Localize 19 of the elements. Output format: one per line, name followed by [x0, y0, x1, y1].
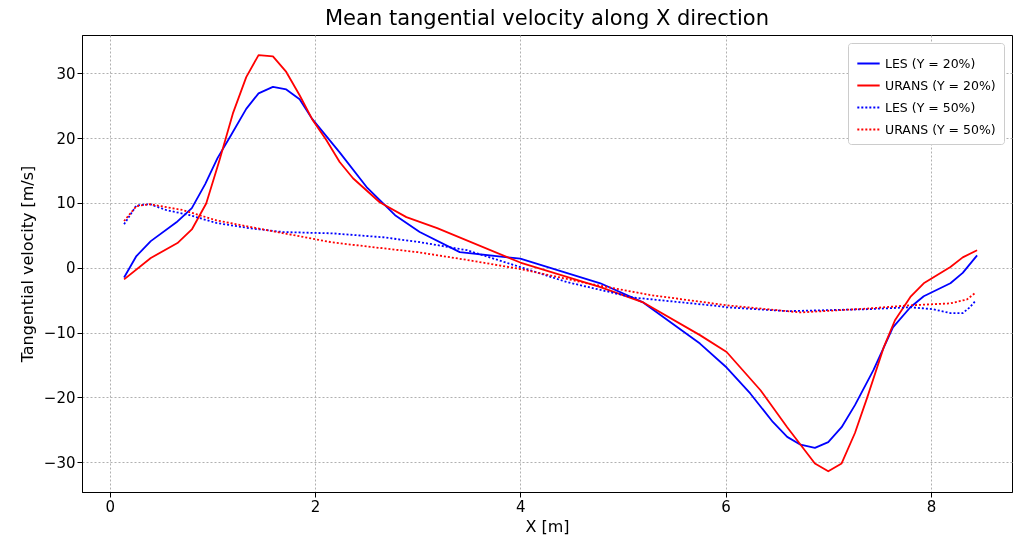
chart-title: Mean tangential velocity along X direction — [324, 6, 770, 30]
y-tick-label: 20 — [56, 129, 76, 148]
y-tick-label: 30 — [56, 64, 76, 83]
x-tick-label: 4 — [516, 497, 526, 516]
x-tick-label: 2 — [310, 497, 321, 516]
y-tick-label: 0 — [65, 259, 76, 278]
x-tick-label: 0 — [105, 497, 115, 516]
legend-label: LES (Y = 50%) — [885, 99, 976, 115]
legend-label: LES (Y = 20%) — [885, 55, 976, 71]
y-axis-title: Tangential velocity [m/s] — [17, 165, 37, 364]
x-axis-title: X [m] — [525, 516, 570, 536]
y-tick-label: −20 — [43, 388, 76, 407]
legend-label: URANS (Y = 50%) — [885, 121, 996, 137]
x-tick-label: 8 — [926, 497, 937, 516]
y-tick-label: −30 — [43, 453, 76, 472]
y-tick-label: −10 — [43, 324, 76, 343]
x-tick-label: 6 — [721, 497, 731, 516]
y-tick-label: 10 — [56, 194, 76, 213]
legend-label: URANS (Y = 20%) — [885, 77, 996, 93]
